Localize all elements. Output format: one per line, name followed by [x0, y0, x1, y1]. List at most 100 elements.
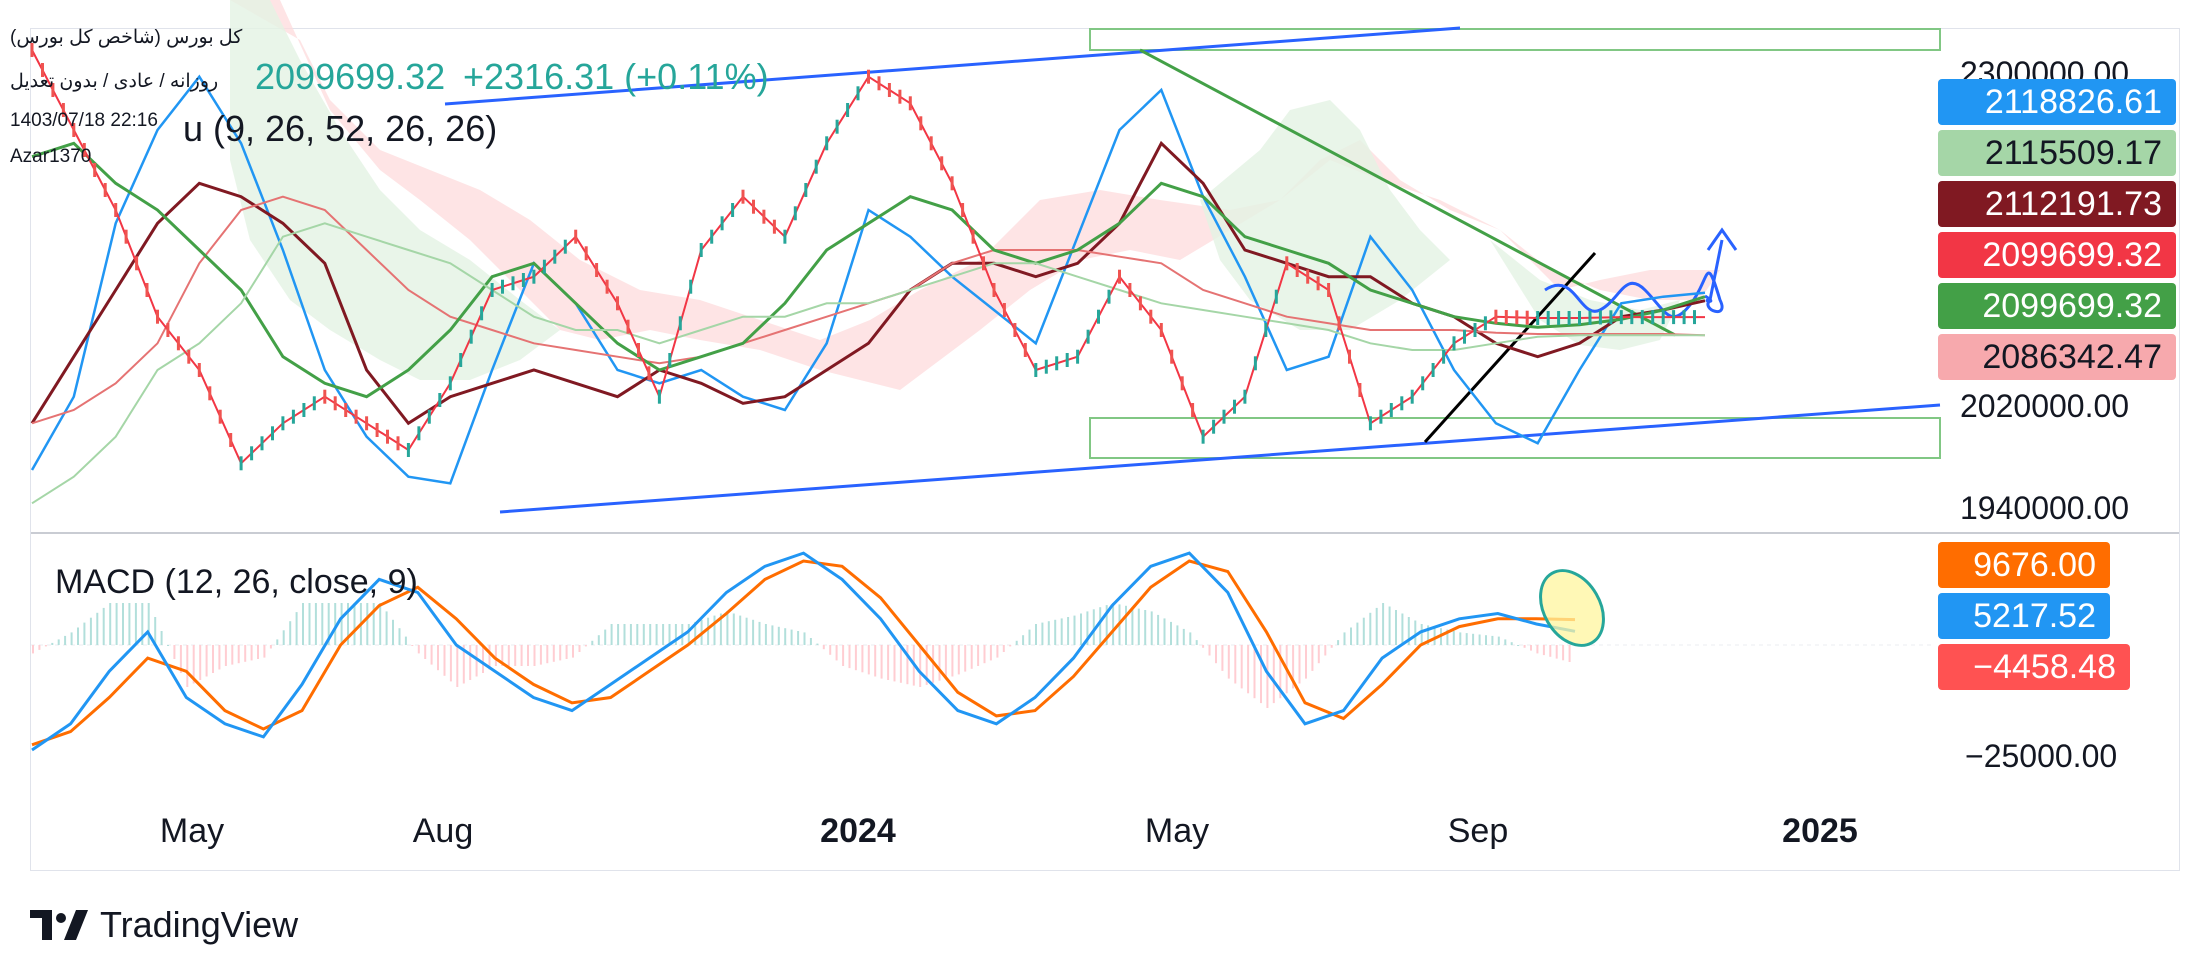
macd-line[interactable]: [31, 551, 1576, 752]
macd-histogram-bar: [276, 639, 279, 645]
macd-histogram-bar: [829, 645, 832, 655]
chikou-line[interactable]: [31, 141, 1706, 399]
price-candle: [501, 279, 504, 294]
tenkan-line[interactable]: [30, 74, 1706, 485]
macd-histogram-bar: [501, 645, 504, 666]
macd-histogram-bar: [719, 613, 722, 645]
price-candle: [877, 76, 881, 91]
ichimoku-label: u (9, 26, 52, 26, 26): [183, 108, 498, 149]
price-candle: [354, 409, 358, 424]
price-candle: [1598, 310, 1602, 325]
price-candle: [302, 403, 306, 417]
macd-histogram-bar: [218, 645, 221, 670]
macd-histogram-bar: [803, 632, 806, 645]
time-label-may-2024: May: [1144, 812, 1210, 850]
price-candle: [605, 279, 609, 294]
macd-histogram-bar: [379, 603, 382, 645]
price-candle: [1651, 310, 1655, 325]
macd-histogram-bar: [944, 645, 947, 679]
badge-kijun: 2112191.73: [1938, 181, 2176, 227]
span-a-line[interactable]: [31, 222, 1705, 505]
macd-histogram-bar: [1086, 611, 1089, 645]
price-candle: [1138, 296, 1142, 311]
macd-histogram-bar: [1208, 645, 1211, 656]
price-candle: [1149, 309, 1153, 324]
price-candle: [1034, 363, 1038, 377]
macd-histogram-bar: [1253, 645, 1256, 699]
macd-histogram-bar: [1279, 645, 1282, 699]
badge-macd-signal: 9676.00: [1938, 542, 2110, 588]
macd-histogram-bar: [1401, 613, 1404, 645]
price-candle: [166, 323, 170, 337]
macd-histogram-bar: [1343, 632, 1346, 645]
price-candle: [1191, 403, 1195, 417]
price-candle: [1557, 311, 1561, 325]
price-candle: [563, 239, 567, 254]
price-candle: [689, 279, 693, 294]
macd-histogram-bar: [1324, 645, 1327, 656]
price-candle: [427, 409, 431, 424]
price-candle: [124, 229, 128, 244]
macd-histogram-bar: [128, 603, 131, 645]
price-candle: [710, 229, 714, 244]
macd-histogram-bar: [745, 617, 748, 645]
price-candle: [835, 119, 839, 134]
price-candle: [898, 89, 902, 104]
price-candle: [312, 396, 316, 411]
tradingview-logo[interactable]: TradingView: [30, 904, 298, 945]
forecast-path[interactable]: [1544, 239, 1724, 319]
macd-histogram-bar: [1047, 621, 1050, 645]
price-candle: [1097, 309, 1100, 324]
price-candle: [417, 426, 421, 441]
macd-histogram-bar: [199, 645, 202, 680]
macd-label: MACD (12, 26, close, 9): [55, 563, 418, 601]
price-candle: [1546, 311, 1550, 325]
price-candle: [867, 69, 870, 84]
macd-histogram-bar: [1298, 645, 1301, 684]
price-candle: [1233, 399, 1236, 414]
macd-histogram-bar: [147, 603, 150, 645]
macd-histogram-bar: [1407, 617, 1410, 645]
macd-histogram-bar: [777, 626, 780, 645]
price-candle: [271, 426, 274, 441]
macd-histogram-bar: [353, 603, 356, 645]
price-candle: [145, 283, 149, 297]
macd-histogram-bar: [1382, 603, 1385, 645]
macd-signal-line[interactable]: [31, 559, 1576, 747]
macd-histogram-bar: [758, 621, 761, 645]
price-candle: [1536, 311, 1540, 325]
support-resistance-zones: [1089, 28, 1941, 459]
price-candle: [323, 389, 327, 404]
price-candle: [1253, 356, 1257, 371]
price-candle: [1295, 263, 1299, 277]
macd-histogram-bar: [51, 642, 54, 645]
price-candle: [396, 436, 400, 451]
price-candle: [584, 246, 588, 261]
macd-histogram-bar: [977, 645, 980, 666]
price-candle: [992, 283, 996, 297]
macd-histogram-bar: [366, 603, 369, 645]
interval-label: روزانه / عادی / بدون تعدیل: [10, 71, 219, 92]
channel-upper-line[interactable]: [444, 26, 1461, 106]
macd-histogram-bar: [533, 645, 536, 666]
price-candle: [1661, 310, 1665, 325]
macd-highlight-ellipse[interactable]: [1528, 559, 1616, 656]
price-candle: [542, 259, 546, 274]
price-candle: [1055, 356, 1059, 371]
price-candle: [41, 63, 44, 77]
price-candle: [1640, 310, 1644, 325]
macd-histogram-bar: [340, 603, 343, 645]
macd-histogram-bar: [578, 645, 581, 652]
channel-lower-line[interactable]: [499, 403, 1941, 514]
macd-histogram-bar: [1035, 624, 1037, 645]
macd-histogram-bar: [32, 645, 34, 654]
macd-histogram-bar: [887, 645, 890, 680]
macd-histogram-bar: [771, 625, 774, 645]
macd-histogram-bar: [1427, 625, 1430, 645]
macd-histogram-bar: [231, 645, 234, 665]
price-candle: [1630, 310, 1634, 325]
macd-histogram-bar: [295, 612, 298, 645]
macd-histogram-bar: [1433, 626, 1436, 645]
descending-trendline[interactable]: [1139, 48, 1676, 337]
